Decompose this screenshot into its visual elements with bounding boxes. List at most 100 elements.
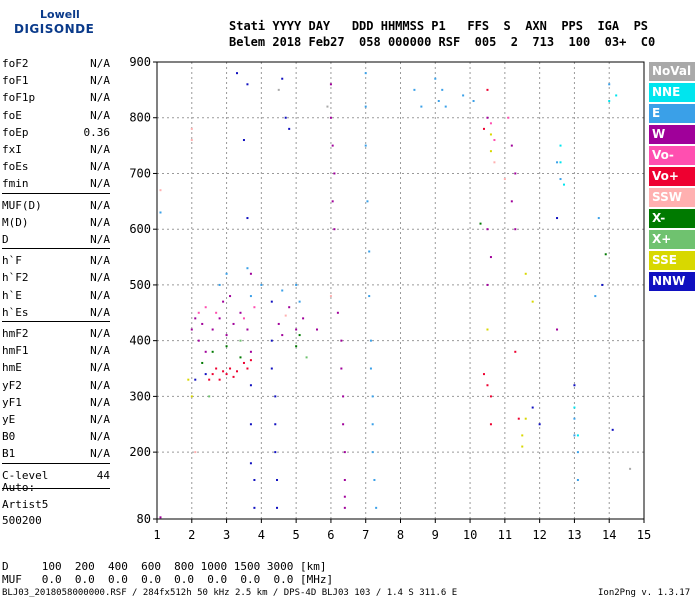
data-point <box>298 334 301 337</box>
data-point <box>260 283 263 286</box>
param-row: foEs N/A <box>2 160 110 174</box>
data-point <box>489 133 492 136</box>
legend-item: W <box>649 125 695 144</box>
data-point <box>573 417 576 420</box>
data-point <box>281 289 284 292</box>
data-point <box>246 83 249 86</box>
data-point <box>204 350 207 353</box>
data-point <box>211 328 214 331</box>
data-point <box>242 139 245 142</box>
data-point <box>369 339 372 342</box>
data-point <box>369 367 372 370</box>
data-point <box>576 478 579 481</box>
data-point <box>524 417 527 420</box>
data-point <box>366 200 369 203</box>
data-point <box>364 72 367 75</box>
param-value: N/A <box>90 57 110 70</box>
legend-item: SSW <box>649 188 695 207</box>
x-tick-label: 13 <box>567 528 581 542</box>
data-point <box>329 295 332 298</box>
data-point <box>276 506 279 509</box>
param-row: yF2 N/A <box>2 379 110 393</box>
data-point <box>295 345 298 348</box>
param-name: h`F <box>2 254 22 268</box>
data-point <box>225 334 228 337</box>
data-point <box>329 83 332 86</box>
param-row: h`E N/A <box>2 289 110 303</box>
data-point <box>486 384 489 387</box>
param-row: yE N/A <box>2 413 110 427</box>
y-tick-label: 700 <box>129 166 151 180</box>
data-point <box>249 350 252 353</box>
data-point <box>364 144 367 147</box>
param-name: fxI <box>2 143 22 156</box>
footer-muf-row: MUF 0.0 0.0 0.0 0.0 0.0 0.0 0.0 0.0 [MHz… <box>2 573 334 586</box>
data-point <box>190 395 193 398</box>
data-point <box>295 328 298 331</box>
data-point <box>462 94 465 97</box>
legend-item: SSE <box>649 251 695 270</box>
data-point <box>343 451 346 454</box>
data-point <box>187 378 190 381</box>
data-point <box>239 311 242 314</box>
data-point <box>611 428 614 431</box>
data-point <box>371 395 374 398</box>
data-point <box>538 423 541 426</box>
data-point <box>236 72 239 75</box>
data-point <box>489 395 492 398</box>
data-point <box>375 506 378 509</box>
param-name: hmF1 <box>2 344 29 358</box>
param-separator <box>2 192 110 194</box>
param-name: hmF2 <box>2 327 29 340</box>
param-value: N/A <box>90 233 110 246</box>
data-point <box>482 127 485 130</box>
y-tick-label: 200 <box>129 445 151 459</box>
data-point <box>343 478 346 481</box>
data-point <box>211 350 214 353</box>
data-point <box>253 306 256 309</box>
data-point <box>629 467 632 470</box>
data-point <box>159 189 162 192</box>
x-tick-label: 3 <box>223 528 230 542</box>
data-point <box>274 451 277 454</box>
data-point <box>242 361 245 364</box>
data-point <box>441 88 444 91</box>
data-point <box>274 423 277 426</box>
data-point <box>524 272 527 275</box>
y-tick-label: 300 <box>129 389 151 403</box>
param-row: foEp 0.36 <box>2 126 110 140</box>
y-tick-label: 500 <box>129 278 151 292</box>
param-value: N/A <box>90 254 110 268</box>
data-point <box>246 267 249 270</box>
data-point <box>284 116 287 119</box>
footer-info: BLJ03_2018058000000.RSF / 284fx512h 50 k… <box>2 588 458 598</box>
legend-item: Vo- <box>649 146 695 165</box>
x-tick-label: 6 <box>327 528 334 542</box>
param-value: N/A <box>90 447 110 461</box>
auto-code: 500200 <box>2 514 42 527</box>
header-line-1: Stati YYYY DAY DDD HHMMSS P1 FFS S AXN P… <box>229 19 649 33</box>
data-point <box>368 250 371 253</box>
data-point <box>573 406 576 409</box>
param-row: fxI N/A <box>2 143 110 157</box>
data-point <box>194 378 197 381</box>
data-point <box>215 367 218 370</box>
param-row: h`F2 N/A <box>2 271 110 285</box>
data-point <box>486 328 489 331</box>
data-point <box>246 328 249 331</box>
data-point <box>316 328 319 331</box>
data-point <box>197 311 200 314</box>
data-point <box>246 217 249 220</box>
param-separator <box>2 321 110 322</box>
data-point <box>510 144 513 147</box>
data-point <box>274 395 277 398</box>
data-point <box>249 462 252 465</box>
y-tick-label: 800 <box>129 111 151 125</box>
data-point <box>489 423 492 426</box>
param-name: D <box>2 233 9 246</box>
data-point <box>204 306 207 309</box>
y-tick-label: 80 <box>137 512 151 526</box>
data-point <box>281 77 284 80</box>
param-row: B1 N/A <box>2 447 110 461</box>
